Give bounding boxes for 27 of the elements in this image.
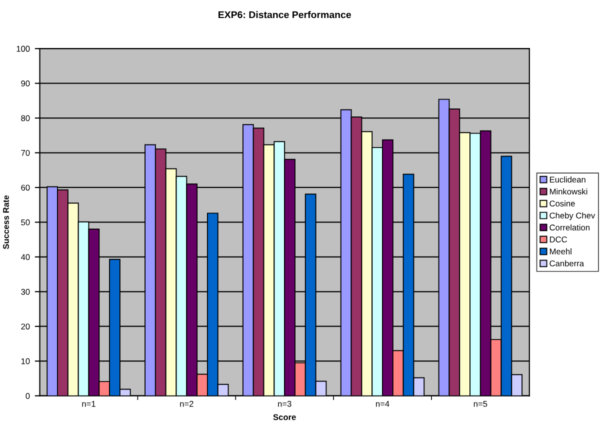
y-tick-label: 80	[21, 115, 30, 122]
x-axis-title: Score	[273, 414, 296, 420]
x-tick-label: n=4	[376, 400, 390, 407]
legend-label: Euclidean	[550, 176, 586, 183]
y-tick-label: 0	[26, 393, 30, 399]
legend-label: Cosine	[550, 200, 575, 206]
y-tick-label: 20	[21, 324, 30, 330]
y-tick-label: 60	[21, 184, 30, 191]
x-tick-label: n=2	[180, 400, 194, 407]
x-tick-label: n=3	[278, 400, 292, 407]
y-tick-label: 100	[16, 46, 30, 52]
chart-title: EXP6: Distance Performance	[218, 11, 351, 18]
y-tick-label: 10	[21, 358, 30, 364]
legend-label: Canberra	[550, 260, 584, 266]
legend-label: Cheby Chev	[550, 212, 596, 220]
y-tick-label: 70	[21, 150, 30, 156]
y-tick-label: 90	[21, 80, 30, 86]
legend-label: Correlation	[550, 224, 590, 230]
y-tick-label: 30	[21, 288, 30, 295]
y-tick-label: 40	[20, 254, 30, 260]
y-axis-title: Success Rate	[3, 195, 9, 250]
x-tick-label: n=5	[474, 400, 488, 407]
y-tick-label: 50	[21, 219, 30, 226]
x-tick-label: n=1	[82, 400, 96, 407]
legend-label: Minkowski	[550, 188, 588, 195]
legend-label: DCC	[550, 236, 568, 242]
legend-label: Meehl	[550, 248, 572, 254]
